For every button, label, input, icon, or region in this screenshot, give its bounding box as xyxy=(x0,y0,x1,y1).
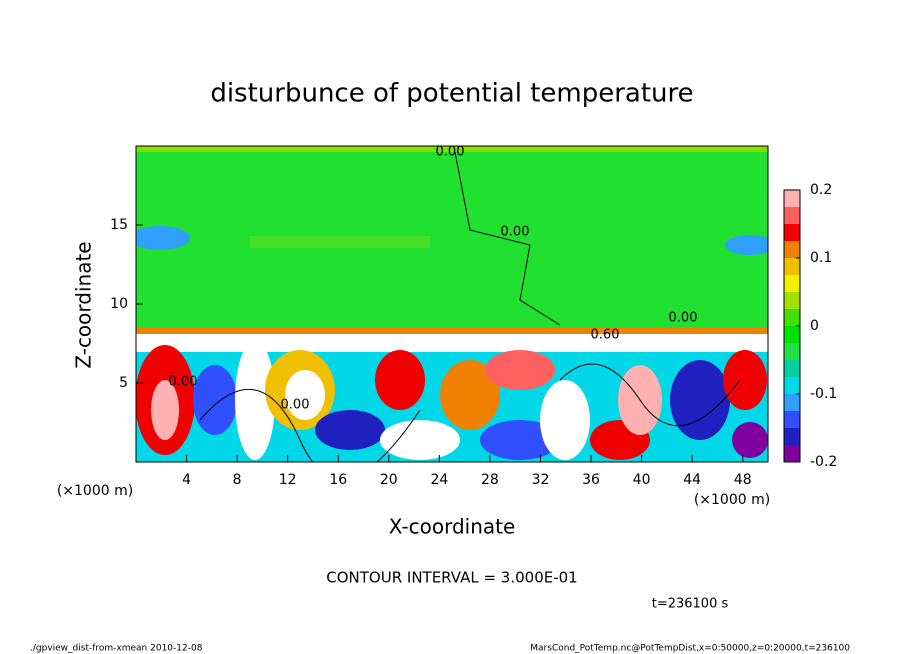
footer-right: MarsCond_PotTemp.nc@PotTempDist,x=0:5000… xyxy=(530,644,850,654)
y-tick-label: 15 xyxy=(110,217,128,233)
x-tick-label: 44 xyxy=(683,472,701,488)
colorbar-band xyxy=(784,394,800,411)
y-axis-label: Z-coordinate xyxy=(72,241,96,368)
colorbar-band xyxy=(784,411,800,428)
x-tick-label: 16 xyxy=(329,472,347,488)
contour-label: 0.00 xyxy=(501,225,530,240)
colorbar-band xyxy=(784,275,800,292)
colorbar-tick-label: -0.1 xyxy=(810,386,837,402)
x-tick-label: 4 xyxy=(182,472,191,488)
contour-interval: CONTOUR INTERVAL = 3.000E-01 xyxy=(326,569,577,587)
colorbar-band xyxy=(784,207,800,224)
time-label: t=236100 s xyxy=(652,597,729,612)
x-tick-label: 12 xyxy=(279,472,297,488)
chart-title: disturbunce of potential temperature xyxy=(210,79,693,109)
contour-label: 0.00 xyxy=(169,375,198,390)
x-tick-label: 48 xyxy=(734,472,752,488)
colorbar-band xyxy=(784,326,800,343)
y-tick-label: 10 xyxy=(110,296,128,312)
colorbar-band xyxy=(784,224,800,241)
y-tick-label: 5 xyxy=(119,375,128,391)
x-tick-label: 40 xyxy=(633,472,651,488)
colorbar-band xyxy=(784,377,800,394)
colorbar-band xyxy=(784,360,800,377)
field xyxy=(136,146,768,462)
x-unit-label: (×1000 m) xyxy=(694,492,770,508)
colorbar-band xyxy=(784,309,800,326)
y-unit-label: (×1000 m) xyxy=(57,483,133,499)
contour-label: 0.60 xyxy=(591,328,620,343)
colorbar-tick-label: -0.2 xyxy=(810,454,837,470)
x-tick-label: 28 xyxy=(481,472,499,488)
colorbar-band xyxy=(784,241,800,258)
colorbar-band xyxy=(784,428,800,445)
x-tick-label: 36 xyxy=(582,472,600,488)
colorbar-band xyxy=(784,292,800,309)
colorbar-band xyxy=(784,258,800,275)
contour-label: 0.00 xyxy=(436,145,465,160)
x-axis-label: X-coordinate xyxy=(389,515,516,539)
contour-label: 0.00 xyxy=(281,398,310,413)
colorbar-tick-label: 0.2 xyxy=(810,182,832,198)
x-tick-label: 8 xyxy=(233,472,242,488)
colorbar-tick-label: 0.1 xyxy=(810,250,832,266)
colorbar-band xyxy=(784,445,800,462)
colorbar-tick-label: 0 xyxy=(810,318,819,334)
x-tick-label: 32 xyxy=(532,472,550,488)
x-tick-label: 24 xyxy=(430,472,448,488)
colorbar-band xyxy=(784,190,800,207)
colorbar-band xyxy=(784,343,800,360)
contour-label: 0.00 xyxy=(669,311,698,326)
x-tick-label: 20 xyxy=(380,472,398,488)
footer-left: ./gpview_dist-from-xmean 2010-12-08 xyxy=(30,644,203,654)
